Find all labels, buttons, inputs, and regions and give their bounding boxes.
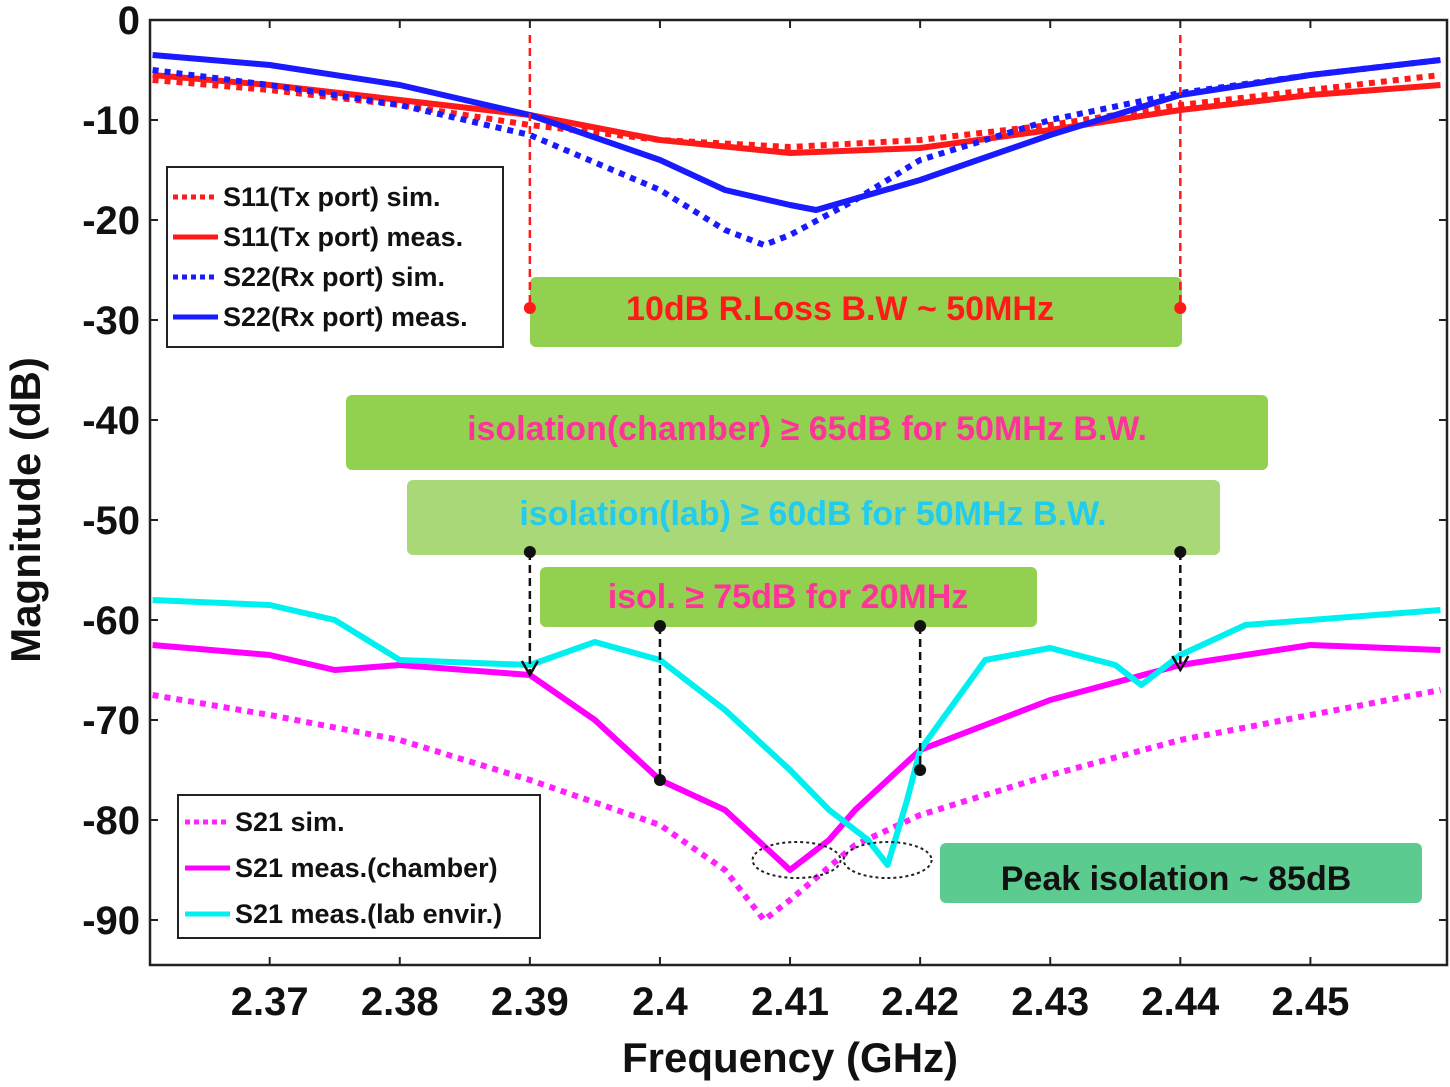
annotation-box — [540, 567, 1037, 627]
y-tick-label: -50 — [82, 499, 140, 543]
plot-frame — [148, 18, 1449, 967]
lab-band-dot — [523, 546, 536, 558]
legend-label: S22(Rx port) sim. — [223, 262, 445, 292]
y-axis-label: Magnitude (dB) — [2, 357, 49, 663]
annotation-text: isol. ≥ 75dB for 20MHz — [608, 578, 969, 616]
legend-label: S21 sim. — [235, 807, 345, 837]
rloss-band-dot — [523, 302, 536, 314]
series-line-s21-sim- — [152, 687, 1442, 923]
legend-label: S11(Tx port) sim. — [223, 182, 441, 212]
chamber-band-dot-top — [653, 620, 666, 632]
peak-highlight-ellipse — [751, 841, 842, 879]
x-tick-label: 2.45 — [1271, 980, 1349, 1024]
x-tick-label: 2.41 — [751, 980, 829, 1024]
lab-band-dot — [1174, 546, 1187, 558]
legend-label: S11(Tx port) meas. — [223, 222, 463, 252]
legend-label: S22(Rx port) meas. — [223, 302, 468, 332]
x-tick-label: 2.39 — [491, 980, 569, 1024]
annotation-box — [346, 395, 1268, 470]
series-line-s21-meas-lab-envir- — [152, 597, 1441, 868]
annotation-box — [530, 277, 1182, 347]
x-axis-label: Frequency (GHz) — [622, 1034, 958, 1081]
x-tick-label: 2.38 — [361, 980, 439, 1024]
y-tick-label: -80 — [82, 799, 140, 843]
y-tick-label: -20 — [82, 199, 140, 243]
annotation-text: isolation(chamber) ≥ 65dB for 50MHz B.W. — [467, 410, 1147, 448]
legend-label: S21 meas.(lab envir.) — [235, 899, 502, 929]
x-tick-label: 2.43 — [1011, 980, 1089, 1024]
annotation-box — [407, 480, 1220, 555]
y-tick-label: -70 — [82, 699, 140, 743]
series-line-s21-meas-chamber- — [152, 642, 1441, 873]
x-tick-label: 2.37 — [231, 980, 309, 1024]
peak-highlight-ellipse — [842, 841, 933, 879]
x-tick-label: 2.44 — [1141, 980, 1220, 1024]
annotation-text: 10dB R.Loss B.W ~ 50MHz — [626, 290, 1054, 328]
legend-label: S21 meas.(chamber) — [235, 853, 498, 883]
annotation-text: Peak isolation ~ 85dB — [1001, 860, 1352, 898]
y-tick-label: -10 — [82, 99, 140, 143]
x-tick-label: 2.42 — [881, 980, 959, 1024]
annotation-box — [940, 843, 1422, 903]
chamber-band-dot-bottom — [914, 764, 927, 776]
y-tick-label: -90 — [82, 899, 140, 943]
chamber-band-dot-top — [914, 620, 927, 632]
y-tick-label: 0 — [118, 0, 140, 43]
rloss-band-dot — [1174, 302, 1187, 314]
x-tick-label: 2.4 — [632, 980, 688, 1024]
series-line-s11-tx-port-meas- — [152, 72, 1441, 156]
y-tick-label: -40 — [82, 399, 140, 443]
annotation-text: isolation(lab) ≥ 60dB for 50MHz B.W. — [519, 495, 1106, 533]
arrow-head-icon — [1171, 655, 1190, 673]
arrow-head-icon — [520, 660, 539, 678]
y-tick-label: -30 — [82, 299, 140, 343]
legend-reflection: S11(Tx port) sim. S11(Tx port) meas. S22(R… — [166, 166, 504, 348]
chamber-band-dot-bottom — [653, 774, 666, 786]
legend-isolation: S21 sim. S21 meas.(chamber) S21 meas.(lab … — [177, 794, 541, 939]
y-tick-label: -60 — [82, 599, 140, 643]
